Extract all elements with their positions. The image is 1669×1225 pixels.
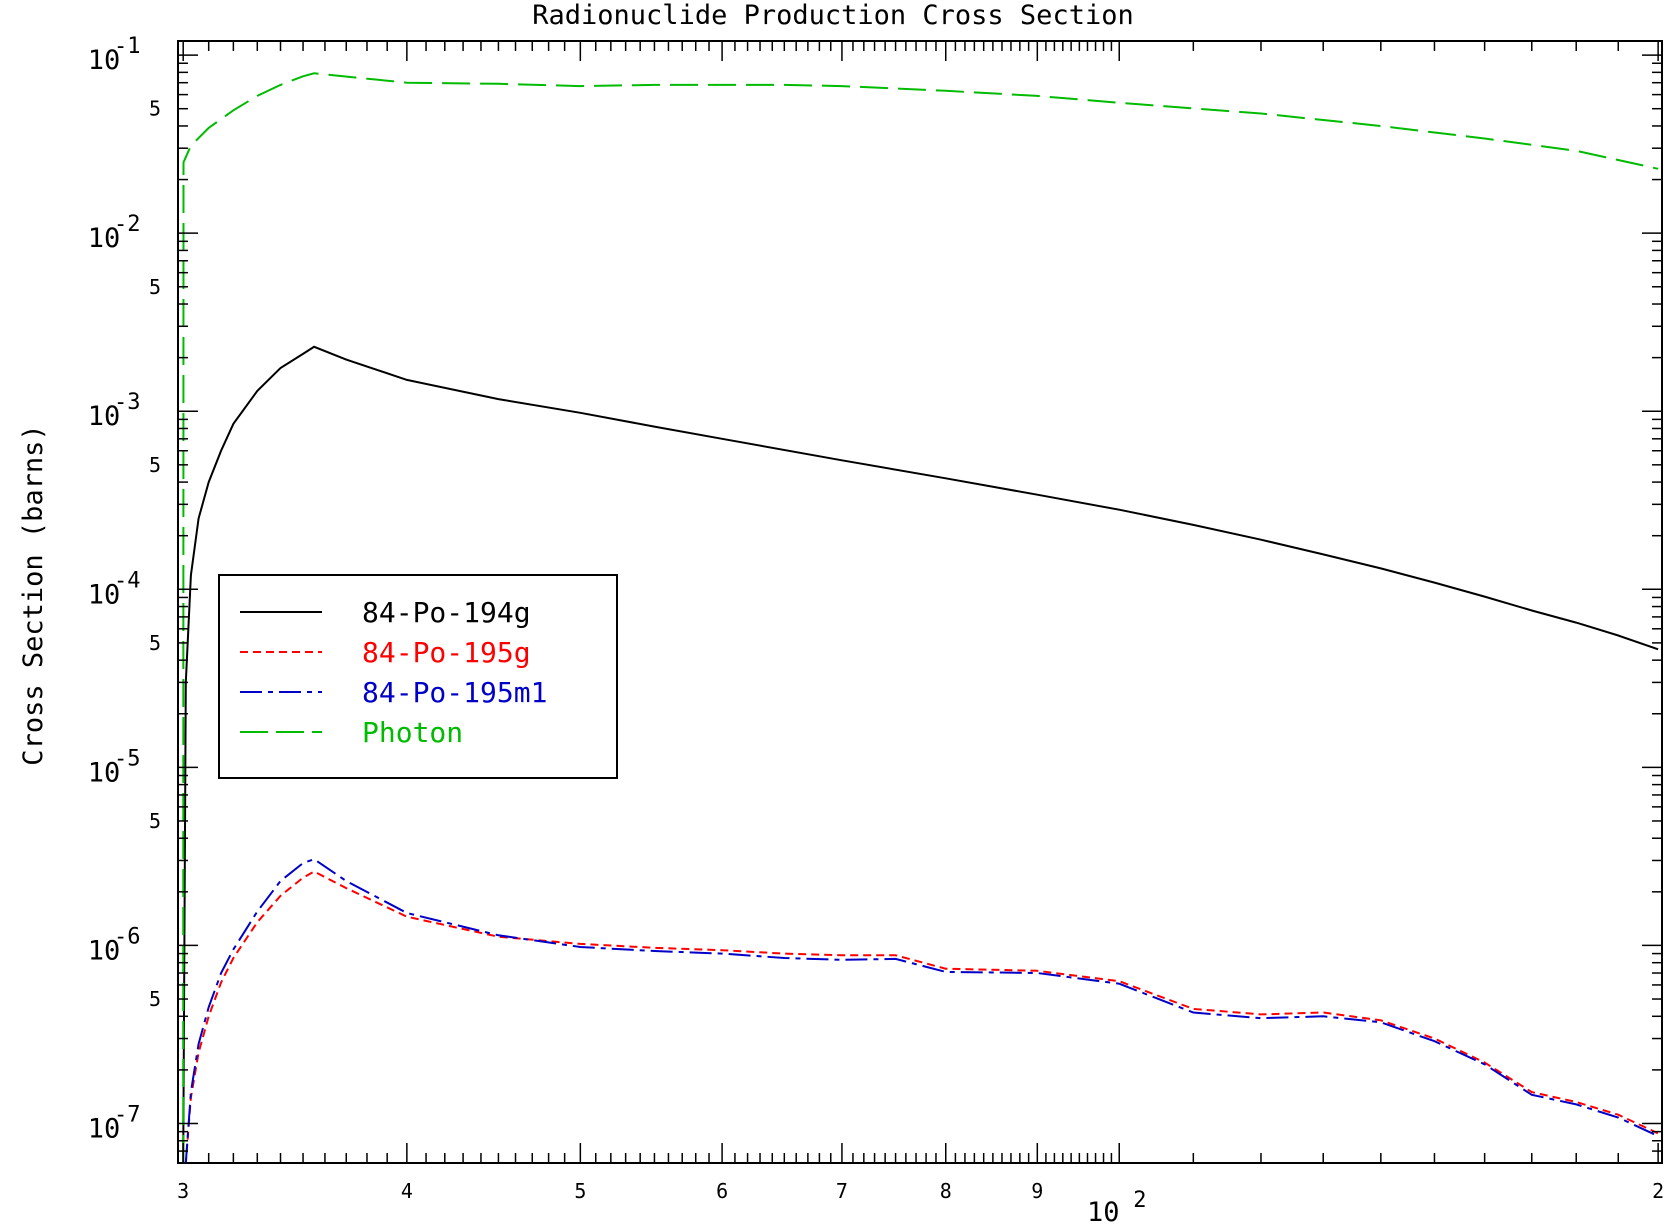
y-tick-label-base: 10: [88, 757, 121, 788]
legend-label: Photon: [362, 716, 463, 749]
tick-layer: 3 4 5 6 7 8 9 210 210-110-210-310-410-510-610-75…: [88, 34, 1664, 1225]
y-tick-label-exp: -1: [114, 34, 141, 59]
y-tick-label-exp: -7: [114, 1102, 141, 1127]
y-tick-label-half: 5: [149, 275, 161, 299]
y-tick-label-base: 10: [88, 45, 121, 76]
x-tick-label: 4: [401, 1179, 413, 1203]
y-tick-label-exp: -3: [114, 390, 141, 415]
y-tick-label-base: 10: [88, 579, 121, 610]
y-tick-label-half: 5: [149, 631, 161, 655]
plot-frame: [177, 40, 1663, 1164]
y-tick-label-half: 5: [149, 809, 161, 833]
y-axis-label: Cross Section (barns): [18, 424, 49, 765]
legend-label: 84-Po-195m1: [362, 676, 547, 709]
y-tick-label-exp: -6: [114, 924, 141, 949]
x-tick-label: 5: [574, 1179, 586, 1203]
series-line-84-po-195m1: [183, 858, 1659, 1164]
x-decade-exp: 2: [1133, 1188, 1146, 1213]
x-tick-label: 6: [716, 1179, 728, 1203]
series-line-photon: [182, 72, 1659, 1164]
chart-title: Radionuclide Production Cross Section: [532, 0, 1133, 31]
y-tick-label-half: 5: [149, 987, 161, 1011]
legend-label: 84-Po-194g: [362, 596, 531, 629]
series-line-84-po-194g: [182, 345, 1659, 1164]
legend-frame: [218, 574, 618, 779]
y-tick-label-exp: -5: [114, 746, 141, 771]
x-tick-label: 9: [1031, 1179, 1043, 1203]
y-tick-label-half: 5: [149, 453, 161, 477]
y-tick-label-base: 10: [88, 1113, 121, 1144]
y-tick-label-base: 10: [88, 401, 121, 432]
x-decade-base: 10: [1087, 1197, 1120, 1225]
series-layer: [182, 72, 1659, 1164]
y-tick-label-half: 5: [149, 97, 161, 121]
y-tick-label-base: 10: [88, 223, 121, 254]
x-tick-label: 2: [1652, 1179, 1664, 1203]
x-tick-label: 7: [836, 1179, 848, 1203]
legend: 84-Po-194g 84-Po-195g 84-Po-195m1 Photon: [218, 574, 618, 779]
y-tick-label-exp: -2: [114, 212, 141, 237]
series-line-84-po-195g: [183, 870, 1659, 1164]
legend-label: 84-Po-195g: [362, 636, 531, 669]
y-tick-label-exp: -4: [114, 568, 141, 593]
x-tick-label: 8: [940, 1179, 952, 1203]
x-tick-label: 3: [177, 1179, 189, 1203]
y-tick-label-base: 10: [88, 935, 121, 966]
